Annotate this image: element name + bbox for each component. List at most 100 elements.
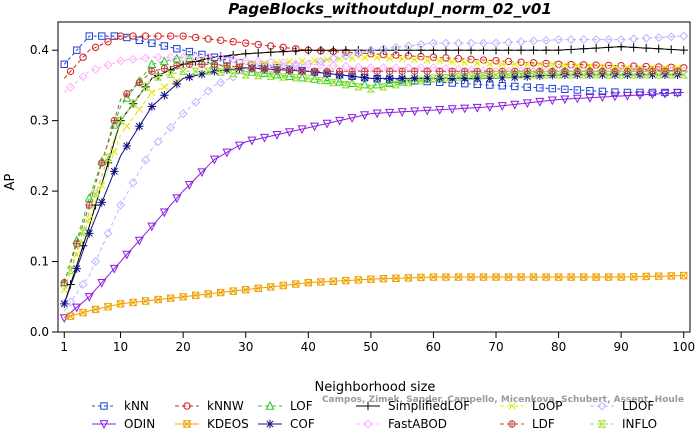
data-point-odin <box>385 108 395 118</box>
data-point-loop <box>386 54 394 62</box>
data-point-ldof <box>441 38 451 48</box>
data-point-simplifiedlof <box>391 45 401 55</box>
data-point-ldf <box>373 67 381 75</box>
data-point-kdeos <box>267 283 275 291</box>
data-point-simplifiedlof <box>529 45 538 55</box>
data-point-inflo <box>378 83 388 91</box>
data-point-ldf <box>73 240 81 248</box>
data-point-ldof <box>641 33 651 43</box>
x-tick-label: 60 <box>426 340 441 354</box>
data-point-knn <box>661 88 669 97</box>
data-point-knn <box>73 46 81 54</box>
data-point-ldof <box>116 200 126 210</box>
data-point-fastabod <box>66 82 76 92</box>
data-point-cof <box>523 72 532 81</box>
data-point-loop <box>85 215 93 223</box>
y-axis-label: AP <box>3 173 18 190</box>
data-point-odin <box>247 136 257 146</box>
data-point-inflo <box>78 227 88 236</box>
data-point-cof <box>122 141 132 151</box>
data-point-ldof <box>666 32 676 42</box>
legend-label-knnw: kNNW <box>207 399 244 413</box>
data-point-loop <box>536 60 544 68</box>
data-point-ldf <box>410 67 419 75</box>
data-point-kdeos <box>242 286 250 294</box>
data-point-cof <box>347 72 357 81</box>
data-point-knn <box>173 45 181 53</box>
legend-marker-ldf <box>508 420 516 428</box>
data-point-inflo <box>504 71 513 79</box>
data-point-knnw <box>604 61 613 70</box>
data-point-odin <box>435 106 445 115</box>
data-point-odin <box>372 109 382 119</box>
data-point-fastabod <box>203 52 213 62</box>
data-point-ldf <box>173 62 181 70</box>
series-inflo <box>63 67 689 290</box>
data-point-simplifiedlof <box>566 45 576 54</box>
data-point-knnw <box>116 32 125 40</box>
data-point-kdeos <box>592 273 600 281</box>
data-point-cof <box>222 65 232 75</box>
data-point-kdeos <box>342 276 350 285</box>
data-point-knn <box>135 36 144 45</box>
data-point-knnw <box>129 32 137 40</box>
data-point-ldof <box>391 42 401 52</box>
data-point-odin <box>560 95 570 105</box>
data-point-kdeos <box>329 277 338 285</box>
data-point-fastabod <box>278 58 288 68</box>
data-point-kdeos <box>655 272 663 280</box>
data-point-kdeos <box>467 273 475 281</box>
data-point-cof <box>410 74 419 83</box>
data-point-lof <box>122 92 132 102</box>
data-point-kdeos <box>91 305 100 314</box>
data-point-inflo <box>366 85 376 93</box>
data-point-kdeos <box>454 273 463 281</box>
data-point-kdeos <box>304 278 312 287</box>
data-point-inflo <box>479 71 488 80</box>
legend-label-fastabod: FastABOD <box>388 417 447 431</box>
data-point-kdeos <box>229 287 237 295</box>
data-point-lof <box>360 79 370 89</box>
data-point-odin <box>622 91 632 101</box>
data-point-inflo <box>404 78 413 87</box>
legend-marker-loop <box>508 402 516 410</box>
data-point-odin <box>585 94 595 103</box>
data-point-kdeos <box>216 288 225 297</box>
x-tick-label: 80 <box>551 340 566 354</box>
data-point-odin <box>134 236 144 246</box>
data-point-inflo <box>303 74 313 83</box>
data-point-kdeos <box>404 274 413 282</box>
data-point-inflo <box>178 67 188 76</box>
data-point-ldf <box>423 67 431 75</box>
data-point-knnw <box>179 32 187 40</box>
data-point-ldf <box>385 67 394 75</box>
data-point-ldf <box>348 67 356 75</box>
data-point-ldof <box>504 37 514 47</box>
data-point-ldof <box>428 38 438 48</box>
legend-label-loop: LoOP <box>532 399 563 413</box>
data-point-fastabod <box>441 63 451 74</box>
data-point-loop <box>160 83 168 91</box>
data-point-knnw <box>655 63 663 71</box>
data-point-ldof <box>604 35 614 45</box>
data-point-odin <box>410 107 420 117</box>
data-point-knnw <box>166 32 175 40</box>
data-point-inflo <box>654 71 664 79</box>
data-point-simplifiedlof <box>591 43 601 53</box>
data-point-ldof <box>203 86 213 96</box>
data-point-knnw <box>629 62 638 70</box>
legend-marker-odin <box>99 420 109 430</box>
data-point-simplifiedlof <box>629 43 638 52</box>
data-point-knn <box>148 39 156 47</box>
data-point-inflo <box>629 71 639 79</box>
data-point-inflo <box>141 83 151 91</box>
data-point-knnw <box>529 59 538 67</box>
data-point-kdeos <box>529 273 538 281</box>
data-point-odin <box>97 278 107 288</box>
data-point-ldof <box>416 40 426 50</box>
data-point-kdeos <box>392 274 400 283</box>
data-point-ldof <box>341 51 351 61</box>
data-point-lof <box>335 76 345 86</box>
legend-item-ldof: LDOF <box>590 399 654 413</box>
data-point-inflo <box>441 73 451 82</box>
